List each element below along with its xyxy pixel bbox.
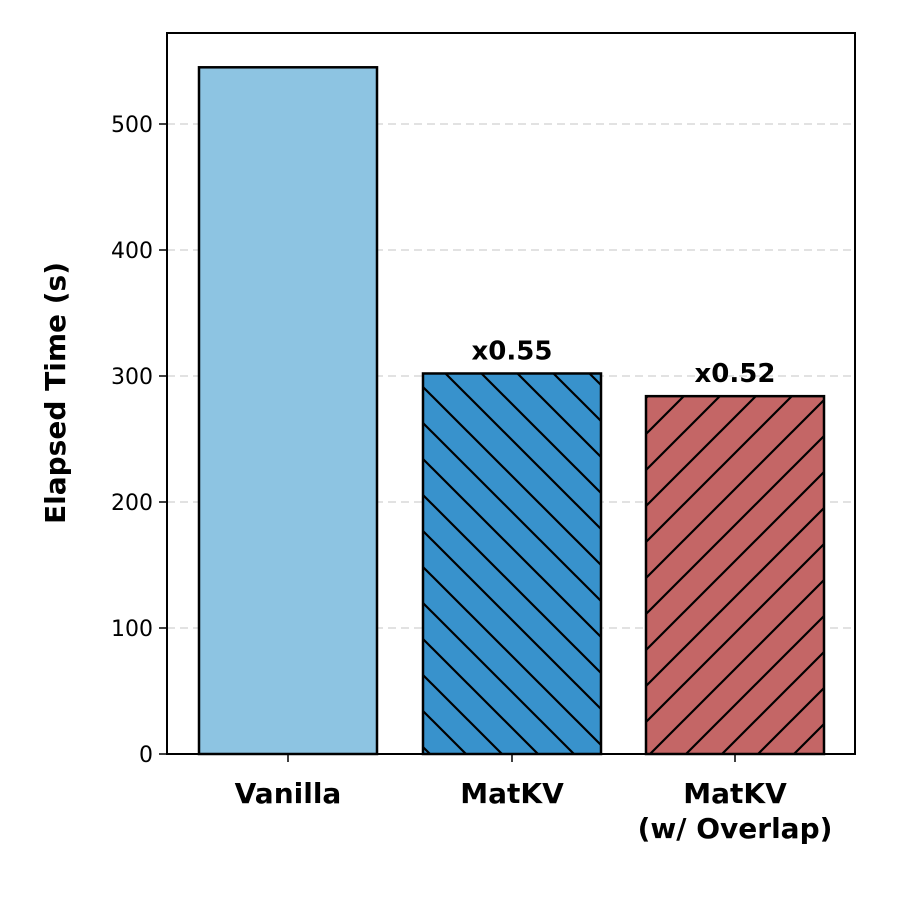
y-tick-label: 300	[111, 365, 153, 390]
bar-hatch	[646, 396, 824, 754]
bar-annotation: x0.52	[695, 359, 776, 389]
y-tick-label: 500	[111, 113, 153, 138]
x-tick-label: MatKV	[683, 777, 787, 810]
y-tick-label: 100	[111, 617, 153, 642]
x-tick-label: MatKV	[460, 777, 564, 810]
x-tick-label: (w/ Overlap)	[638, 812, 833, 845]
bar-annotation: x0.55	[472, 336, 553, 366]
x-tick-label: Vanilla	[235, 777, 342, 810]
y-tick-label: 0	[139, 743, 153, 768]
y-axis-label: Elapsed Time (s)	[39, 262, 72, 524]
y-tick-label: 200	[111, 491, 153, 516]
bar-hatch	[423, 373, 601, 754]
bar	[199, 67, 377, 755]
plot-frame	[166, 32, 856, 755]
y-tick-label: 400	[111, 239, 153, 264]
